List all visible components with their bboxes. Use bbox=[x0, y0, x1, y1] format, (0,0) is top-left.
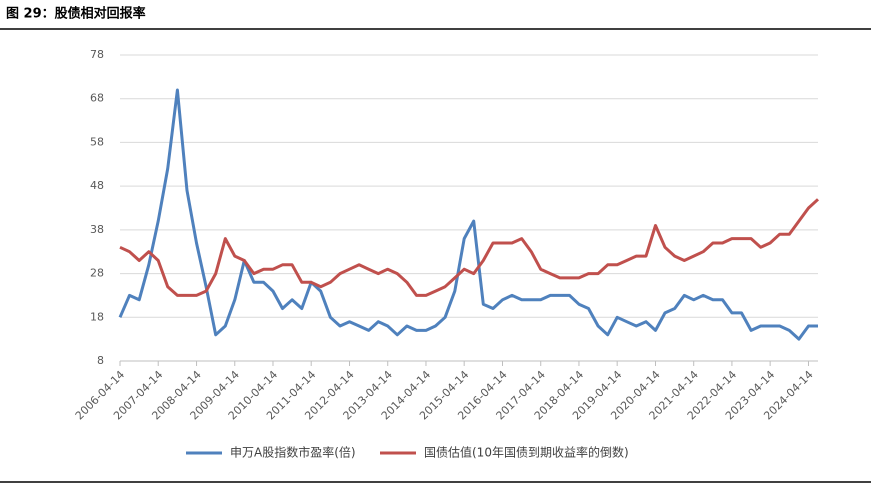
y-tick-label: 58 bbox=[90, 135, 104, 148]
y-tick-label: 78 bbox=[90, 48, 104, 61]
y-tick-label: 38 bbox=[90, 223, 104, 236]
y-tick-label: 48 bbox=[90, 179, 104, 192]
chart-title: 图 29：股债相对回报率 bbox=[6, 6, 146, 22]
y-tick-label: 8 bbox=[97, 354, 104, 367]
y-tick-label: 18 bbox=[90, 310, 104, 323]
legend-label: 申万A股指数市盈率(倍) bbox=[230, 445, 356, 460]
y-tick-label: 28 bbox=[90, 267, 104, 280]
y-tick-label: 68 bbox=[90, 92, 104, 105]
legend-label: 国债估值(10年国债到期收益率的倒数) bbox=[424, 445, 629, 460]
series-line bbox=[119, 198, 820, 297]
series-line bbox=[118, 88, 818, 341]
